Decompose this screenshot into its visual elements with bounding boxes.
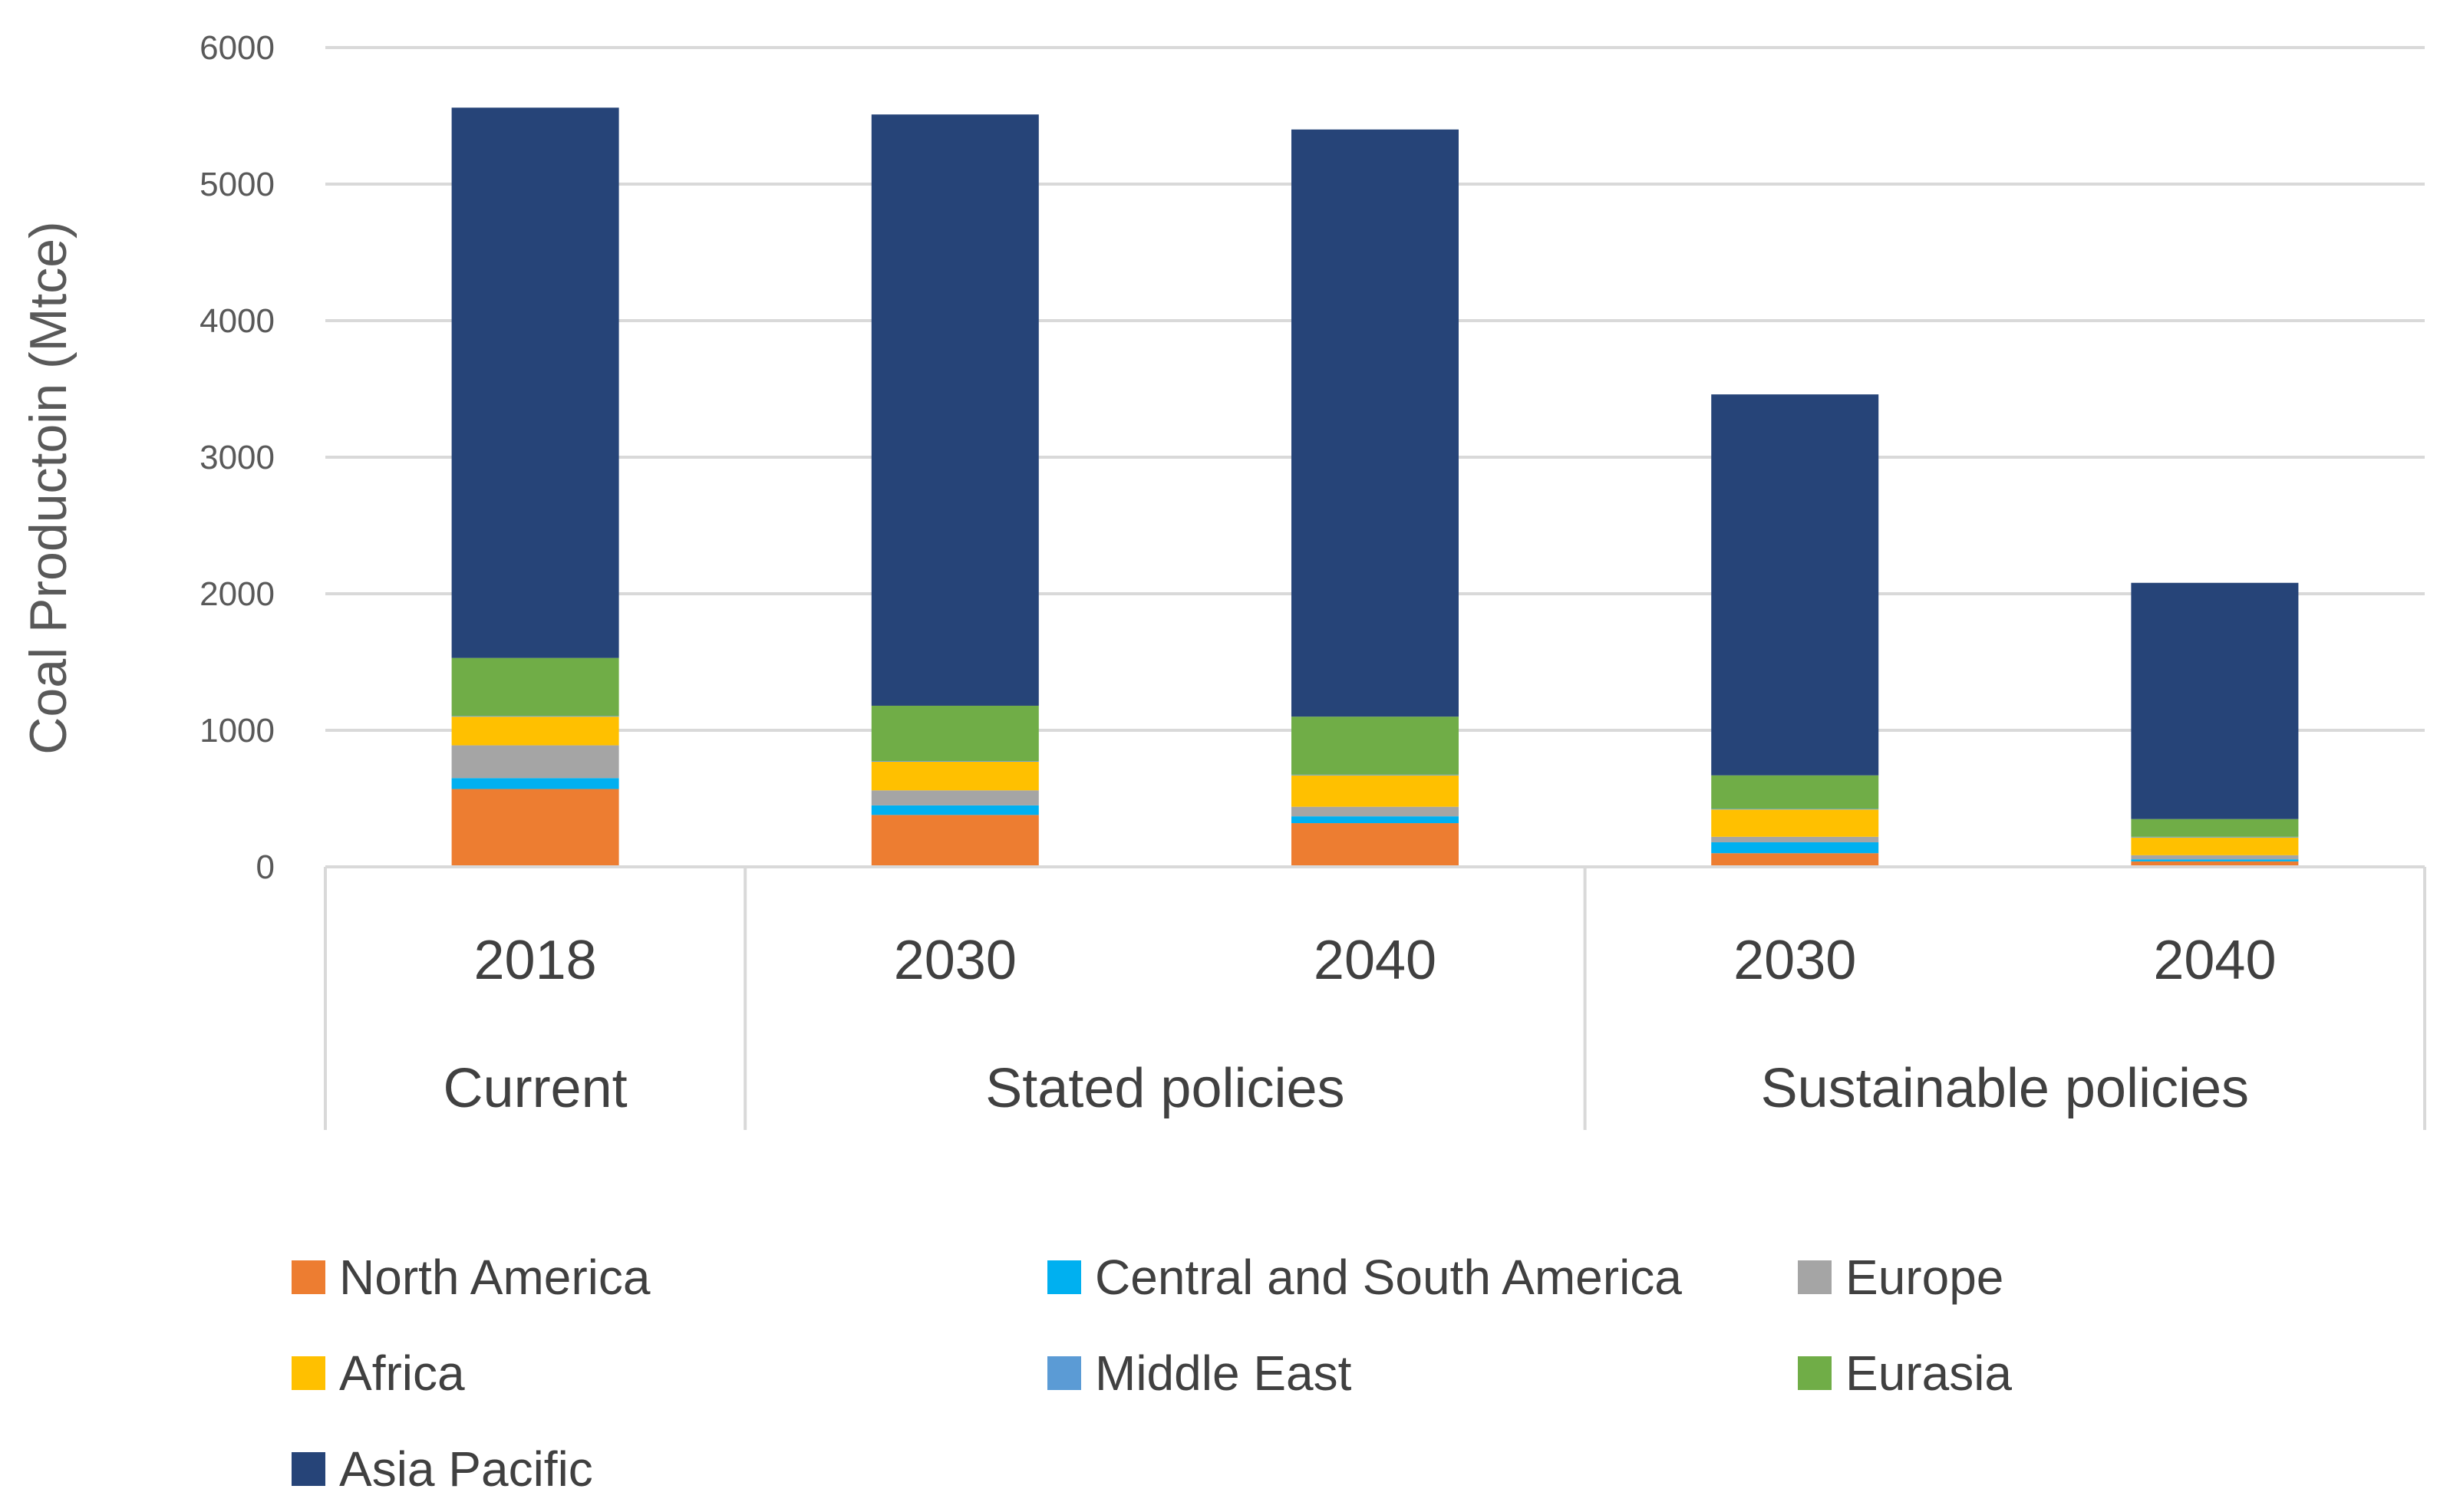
bar-segment-north-america: [1291, 823, 1459, 867]
bar-stack: [1711, 394, 1879, 867]
x-tick-label: 2040: [2153, 930, 2276, 991]
group-label: Stated policies: [985, 1058, 1344, 1119]
y-tick-label: 5000: [200, 166, 275, 203]
y-tick-label: 0: [256, 848, 275, 886]
bar-segment-eurasia: [451, 657, 619, 716]
bar-segment-north-america: [2131, 861, 2299, 867]
bar-segment-eurasia: [871, 705, 1039, 762]
legend-label: Eurasia: [1845, 1346, 2012, 1401]
y-tick-label: 1000: [200, 712, 275, 749]
legend-swatch: [1047, 1260, 1081, 1294]
x-tick-label: 2030: [894, 930, 1017, 991]
bar-segment-middle-east: [2131, 836, 2299, 838]
legend-swatch: [292, 1356, 325, 1390]
bar-segment-asia-pacific: [1711, 394, 1879, 776]
legend-item-asia-pacific: Asia Pacific: [292, 1441, 593, 1497]
y-tick-label: 4000: [200, 302, 275, 340]
group-label: Sustainable policies: [1761, 1058, 2249, 1119]
bar-segment-central-and-south-america: [1711, 842, 1879, 854]
group-label: Current: [444, 1058, 628, 1119]
bar-segment-asia-pacific: [871, 114, 1039, 706]
bar-segment-eurasia: [1711, 775, 1879, 809]
legend-label: Asia Pacific: [339, 1441, 593, 1497]
bar-segment-africa: [451, 716, 619, 746]
bar-segment-europe: [871, 790, 1039, 805]
x-tick-label: 2040: [1314, 930, 1436, 991]
bar-segment-north-america: [871, 815, 1039, 867]
bar-segment-eurasia: [2131, 819, 2299, 837]
legend-swatch: [1798, 1260, 1832, 1294]
y-tick-label: 2000: [200, 575, 275, 613]
bar-segment-central-and-south-america: [871, 805, 1039, 815]
bar-segment-africa: [871, 761, 1039, 791]
bar-segment-north-america: [451, 789, 619, 867]
y-tick-label: 3000: [200, 439, 275, 476]
bar-stack: [871, 114, 1039, 867]
legend-label: North America: [339, 1250, 651, 1305]
legend-item-central-and-south-america: Central and South America: [1047, 1250, 1682, 1305]
bar-segment-europe: [1291, 806, 1459, 817]
legend-label: Middle East: [1095, 1346, 1352, 1401]
legend-item-africa: Africa: [292, 1346, 465, 1401]
x-axis: Current Stated policies Sustainable polici…: [324, 865, 2426, 1130]
legend-item-middle-east: Middle East: [1047, 1346, 1352, 1401]
legend-swatch: [1047, 1356, 1081, 1390]
bar-segment-middle-east: [871, 761, 1039, 762]
legend: North America Central and South America Eu…: [292, 1250, 2012, 1497]
bar-segment-africa: [1711, 809, 1879, 837]
y-axis-label: Coal Productoin (Mtce): [19, 221, 77, 754]
legend-label: Africa: [339, 1346, 465, 1401]
legend-swatch: [292, 1452, 325, 1486]
bar-segment-north-america: [1711, 853, 1879, 867]
bar-segment-europe: [1711, 836, 1879, 842]
bar-stack: [1291, 129, 1459, 867]
bar-segment-asia-pacific: [1291, 129, 1459, 717]
legend-item-north-america: North America: [292, 1250, 651, 1305]
bar-segment-africa: [2131, 837, 2299, 855]
y-axis-tick-labels: 0 1000 2000 3000 4000 5000 6000: [200, 29, 275, 886]
x-tick-label: 2018: [474, 930, 597, 991]
bar-segment-central-and-south-america: [451, 778, 619, 789]
legend-swatch: [1798, 1356, 1832, 1390]
bar-segment-eurasia: [1291, 716, 1459, 775]
legend-item-eurasia: Eurasia: [1798, 1346, 2012, 1401]
bar-segment-central-and-south-america: [2131, 859, 2299, 861]
bar-segment-central-and-south-america: [1291, 816, 1459, 824]
bar-segment-asia-pacific: [2131, 582, 2299, 819]
legend-item-europe: Europe: [1798, 1250, 2003, 1305]
bar-stack: [451, 107, 619, 867]
legend-swatch: [292, 1260, 325, 1294]
x-tick-label: 2030: [1733, 930, 1856, 991]
bar-segment-europe: [451, 745, 619, 779]
bar-stack: [2131, 582, 2299, 867]
bar-segment-asia-pacific: [451, 107, 619, 658]
bar-segment-europe: [2131, 855, 2299, 860]
legend-label: Central and South America: [1095, 1250, 1682, 1305]
y-tick-label: 6000: [200, 29, 275, 67]
bar-segment-africa: [1291, 775, 1459, 807]
bars: [451, 107, 2299, 867]
bar-segment-middle-east: [1291, 774, 1459, 776]
legend-label: Europe: [1845, 1250, 2003, 1305]
